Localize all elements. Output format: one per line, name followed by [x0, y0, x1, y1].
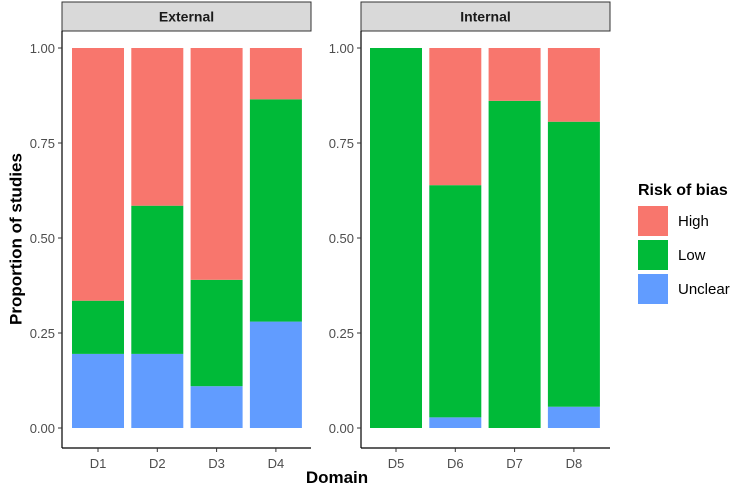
x-tick-label: D3 [208, 456, 225, 471]
legend-label-low: Low [678, 247, 706, 264]
legend: Risk of bias High Low Unclear [638, 182, 730, 304]
y-tick-label: 0.75 [329, 136, 354, 151]
bar-segment-high-d4 [249, 48, 302, 100]
bar-segment-low-d2 [131, 205, 184, 354]
bar-segment-high-d6 [429, 48, 482, 186]
x-tick-label: D7 [506, 456, 523, 471]
x-tick-label: D5 [388, 456, 405, 471]
bar-segment-high-d3 [190, 48, 243, 280]
x-tick-label: D6 [447, 456, 464, 471]
y-tick-label: 0.00 [329, 421, 354, 436]
bar-segment-low-d1 [72, 300, 124, 354]
bar-segment-low-d6 [429, 185, 482, 418]
y-axis-title-group: Proportion of studies [7, 153, 26, 325]
y-tick-label: 1.00 [329, 41, 354, 56]
bar-segment-low-d5 [370, 48, 422, 428]
facet-strip [61, 1, 312, 32]
x-tick-label: D8 [566, 456, 583, 471]
bar-segment-unclear-d1 [72, 353, 124, 428]
bar-segment-unclear-d6 [429, 417, 482, 428]
legend-label-unclear: Unclear [678, 281, 730, 298]
bar-segment-unclear-d8 [547, 406, 600, 428]
facet-panel-internal: Internal 0.00 0.25 0.50 0.75 1.00 D5 D6 D7 D8 [329, 1, 611, 471]
bar-segment-low-d8 [547, 121, 600, 407]
y-tick-label: 0.50 [329, 231, 354, 246]
y-axis-title: Proportion of studies [7, 153, 26, 325]
bar-segment-high-d1 [72, 48, 124, 301]
bar-segment-unclear-d2 [131, 353, 184, 428]
bar-segment-low-d7 [488, 100, 541, 428]
facet-panel-external: External 0.00 0.25 0.50 0.75 1.00 D1 D2 D3 D4 [30, 1, 312, 471]
legend-key-high [638, 206, 668, 236]
bar-segment-high-d7 [488, 48, 541, 101]
y-tick-label: 0.00 [30, 421, 55, 436]
facet-strip-label: Internal [460, 9, 511, 25]
legend-label-high: High [678, 213, 709, 230]
y-tick-label: 0.75 [30, 136, 55, 151]
x-tick-label: D2 [149, 456, 166, 471]
y-tick-label: 0.25 [329, 326, 354, 341]
facet-strip [360, 1, 611, 32]
x-axis-title: Domain [306, 468, 368, 487]
legend-title: Risk of bias [638, 182, 728, 199]
bar-segment-high-d8 [547, 48, 600, 122]
bar-segment-high-d2 [131, 48, 184, 206]
bar-segment-unclear-d3 [190, 386, 243, 428]
bar-segment-unclear-d4 [249, 321, 302, 428]
bar-segment-low-d3 [190, 279, 243, 387]
y-tick-label: 0.25 [30, 326, 55, 341]
facet-strip-label: External [159, 9, 214, 25]
facet-panels: External 0.00 0.25 0.50 0.75 1.00 D1 D2 D3 D4 Inte… [30, 1, 611, 471]
legend-key-unclear [638, 274, 668, 304]
y-tick-label: 0.50 [30, 231, 55, 246]
x-tick-label: D1 [90, 456, 107, 471]
bar-segment-low-d4 [249, 99, 302, 322]
legend-key-low [638, 240, 668, 270]
x-tick-label: D4 [268, 456, 285, 471]
legend-items: High Low Unclear [638, 206, 730, 304]
y-tick-label: 1.00 [30, 41, 55, 56]
